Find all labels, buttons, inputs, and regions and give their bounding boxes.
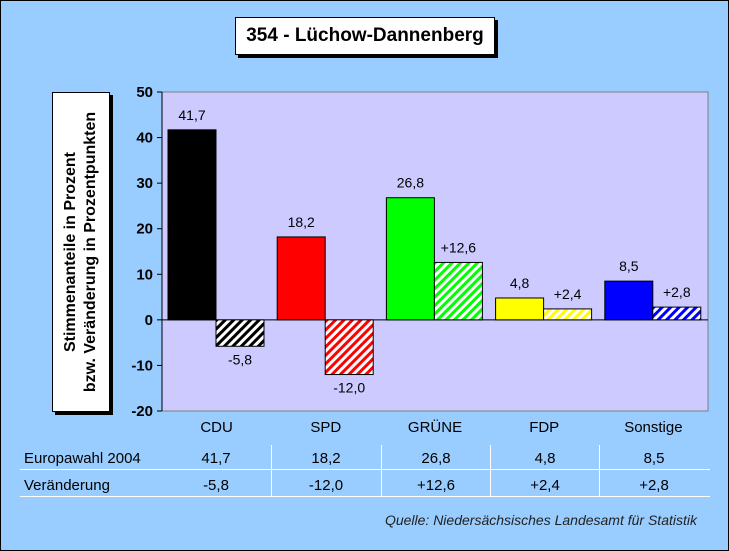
- x-category-label-cdu: CDU: [200, 419, 233, 436]
- y-tick-label: 40: [136, 130, 153, 147]
- chart-title-text: 354 - Lüchow-Dannenberg: [246, 25, 484, 46]
- y-axis-label-box: Stimmenanteile in Prozent bzw. Veränderu…: [52, 92, 110, 412]
- data-label-fdp-ver-nderung: +2,4: [554, 286, 582, 302]
- table-column-divider: [271, 445, 272, 497]
- x-category-label-spd: SPD: [310, 419, 341, 436]
- cell-gruene-change: +12,6: [417, 477, 455, 494]
- x-category-label-sonstige: Sonstige: [624, 419, 682, 436]
- bar-cdu-europawahl-2004: [167, 129, 217, 321]
- data-label-sonstige-ver-nderung: +2,8: [663, 284, 691, 300]
- y-tick-label: 10: [136, 266, 153, 283]
- y-tick-label: -10: [131, 357, 153, 374]
- row-label-veraenderung: Veränderung: [24, 477, 110, 494]
- cell-cdu-change: -5,8: [203, 477, 229, 494]
- bar-sonstige-europawahl-2004: [604, 280, 654, 321]
- table-column-divider: [599, 445, 600, 497]
- data-label-cdu-europawahl-2004: 41,7: [178, 107, 205, 123]
- source-note: Quelle: Niedersächsisches Landesamt für …: [384, 512, 697, 528]
- data-label-fdp-europawahl-2004: 4,8: [510, 275, 530, 291]
- x-category-label-gruene: GRÜNE: [408, 418, 462, 436]
- chart-title: 354 - Lüchow-Dannenberg: [235, 17, 495, 55]
- x-category-label-fdp: FDP: [529, 419, 559, 436]
- y-tick-label: 50: [136, 84, 153, 101]
- cell-fdp-change: +2,4: [530, 477, 560, 494]
- table-divider: [20, 469, 710, 470]
- bar-gruene-europawahl-2004: [385, 197, 435, 321]
- y-tick-label: 20: [136, 221, 153, 238]
- cell-cdu-result: 41,7: [201, 450, 231, 467]
- bar-sonstige-ver-nderung: [652, 306, 702, 321]
- cell-sonstige-result: 8,5: [643, 450, 665, 467]
- cell-fdp-result: 4,8: [534, 450, 556, 467]
- data-label-cdu-ver-nderung: -5,8: [228, 351, 252, 367]
- bar-spd-europawahl-2004: [276, 236, 326, 321]
- bar-fdp-europawahl-2004: [495, 297, 545, 321]
- table-divider: [20, 496, 710, 497]
- data-label-sonstige-europawahl-2004: 8,5: [619, 258, 639, 274]
- cell-spd-change: -12,0: [308, 477, 344, 494]
- plot-area: [161, 91, 709, 412]
- data-label-gruene-ver-nderung: +12,6: [441, 239, 477, 255]
- bar-cdu-ver-nderung: [215, 319, 265, 347]
- cell-sonstige-change: +2,8: [639, 477, 669, 494]
- table-column-divider: [490, 445, 491, 497]
- table-column-divider: [381, 445, 382, 497]
- y-tick-label: -20: [131, 403, 153, 420]
- table-row: Europawahl 2004 41,7 18,2 26,8 4,8 8,5: [0, 450, 729, 472]
- data-label-spd-ver-nderung: -12,0: [333, 380, 365, 396]
- y-tick-label: 0: [145, 312, 153, 329]
- bar-spd-ver-nderung: [324, 319, 374, 376]
- row-label-europawahl: Europawahl 2004: [24, 450, 141, 467]
- data-label-spd-europawahl-2004: 18,2: [288, 214, 315, 230]
- bar-gruene-ver-nderung: [433, 261, 483, 321]
- cell-spd-result: 18,2: [311, 450, 341, 467]
- bar-fdp-ver-nderung: [543, 308, 593, 321]
- table-row: Veränderung -5,8 -12,0 +12,6 +2,4 +2,8: [0, 477, 729, 499]
- cell-gruene-result: 26,8: [421, 450, 451, 467]
- y-tick-label: 30: [136, 175, 153, 192]
- data-label-gruene-europawahl-2004: 26,8: [397, 175, 424, 191]
